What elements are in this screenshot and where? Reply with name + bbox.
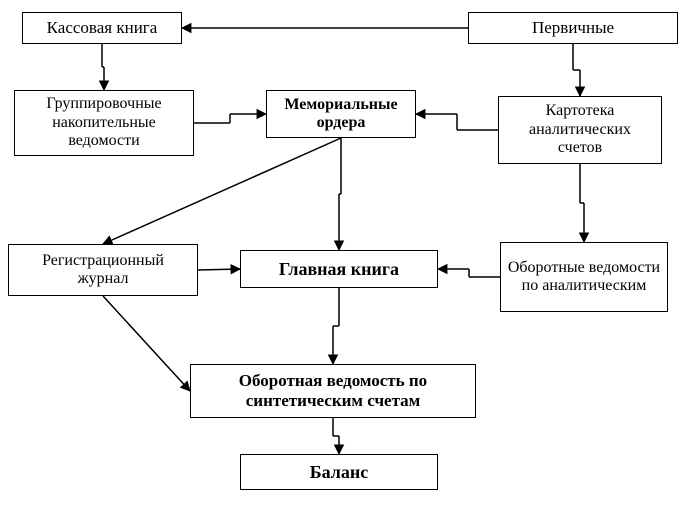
node-label: Главная книга (279, 259, 399, 280)
node-regjour: Регистрационный журнал (8, 244, 198, 296)
node-pervich: Первичные (468, 12, 678, 44)
node-label: Мемориальные ордера (273, 96, 409, 133)
flowchart-canvas: Кассовая книга Первичные Группировочные на… (0, 0, 700, 506)
node-label: Баланс (310, 462, 369, 483)
node-label: Группировочные накопительные ведомости (21, 95, 187, 150)
node-balans: Баланс (240, 454, 438, 490)
node-label: Картотека аналитических счетов (505, 102, 655, 157)
node-label: Оборотная ведомость по синтетическим сче… (197, 371, 469, 410)
node-kassa: Кассовая книга (22, 12, 182, 44)
node-label: Регистрационный журнал (15, 252, 191, 289)
node-memorial: Мемориальные ордера (266, 90, 416, 138)
node-oborot_sin: Оборотная ведомость по синтетическим сче… (190, 364, 476, 418)
node-kartoteka: Картотека аналитических счетов (498, 96, 662, 164)
node-label: Кассовая книга (47, 18, 158, 38)
node-grupp: Группировочные накопительные ведомости (14, 90, 194, 156)
node-label: Первичные (532, 18, 614, 38)
node-glavnaya: Главная книга (240, 250, 438, 288)
node-label: Оборотные ведомости по аналитическим (507, 259, 661, 296)
node-oborot_an: Оборотные ведомости по аналитическим (500, 242, 668, 312)
